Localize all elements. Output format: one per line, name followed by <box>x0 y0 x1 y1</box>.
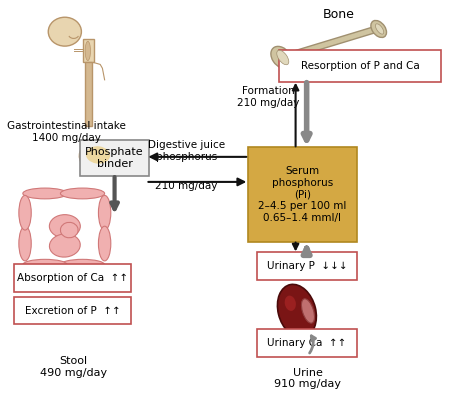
Ellipse shape <box>50 234 80 257</box>
Text: Serum
phosphorus
(Pi)
2–4.5 per 100 ml
0.65–1.4 mml/l: Serum phosphorus (Pi) 2–4.5 per 100 ml 0… <box>258 166 346 223</box>
Ellipse shape <box>19 195 31 230</box>
Text: Phosphate
binder: Phosphate binder <box>85 147 144 169</box>
FancyBboxPatch shape <box>248 147 356 242</box>
FancyBboxPatch shape <box>82 39 94 63</box>
Ellipse shape <box>277 50 289 65</box>
Text: Resorption of P and Ca: Resorption of P and Ca <box>301 61 419 71</box>
Ellipse shape <box>99 226 111 261</box>
Ellipse shape <box>86 146 110 164</box>
Ellipse shape <box>375 24 384 34</box>
Text: Stool
490 mg/day: Stool 490 mg/day <box>40 356 107 377</box>
Text: Digestive juice
phosphorus: Digestive juice phosphorus <box>148 140 225 162</box>
Text: Urine
910 mg/day: Urine 910 mg/day <box>274 368 342 389</box>
Ellipse shape <box>371 20 387 37</box>
FancyBboxPatch shape <box>85 63 92 126</box>
Text: Bone: Bone <box>323 8 355 21</box>
Ellipse shape <box>99 195 111 230</box>
FancyBboxPatch shape <box>80 139 149 176</box>
Ellipse shape <box>278 284 316 338</box>
FancyBboxPatch shape <box>279 50 441 82</box>
Ellipse shape <box>23 188 67 199</box>
Ellipse shape <box>79 140 121 173</box>
Text: 210 mg/day: 210 mg/day <box>155 181 218 191</box>
Ellipse shape <box>271 46 292 69</box>
Ellipse shape <box>60 188 104 199</box>
FancyBboxPatch shape <box>257 329 356 357</box>
Ellipse shape <box>19 226 31 261</box>
Text: Absorption of Ca  ↑↑: Absorption of Ca ↑↑ <box>17 273 128 283</box>
Ellipse shape <box>85 41 90 61</box>
Text: Excretion of P  ↑↑: Excretion of P ↑↑ <box>25 306 121 316</box>
Ellipse shape <box>60 222 78 238</box>
Ellipse shape <box>48 17 81 46</box>
FancyBboxPatch shape <box>257 253 356 280</box>
Text: Formation
210 mg/day: Formation 210 mg/day <box>237 86 299 108</box>
FancyBboxPatch shape <box>14 264 131 292</box>
Ellipse shape <box>302 299 315 323</box>
Text: Gastrointestinal intake
1400 mg/day: Gastrointestinal intake 1400 mg/day <box>7 121 126 143</box>
Ellipse shape <box>285 296 296 311</box>
Ellipse shape <box>60 259 104 270</box>
FancyBboxPatch shape <box>14 297 131 324</box>
Ellipse shape <box>23 259 67 270</box>
Ellipse shape <box>50 215 80 238</box>
Polygon shape <box>281 26 379 61</box>
Text: Urinary P  ↓↓↓: Urinary P ↓↓↓ <box>266 261 347 271</box>
Text: Urinary Ca  ↑↑: Urinary Ca ↑↑ <box>267 338 346 348</box>
